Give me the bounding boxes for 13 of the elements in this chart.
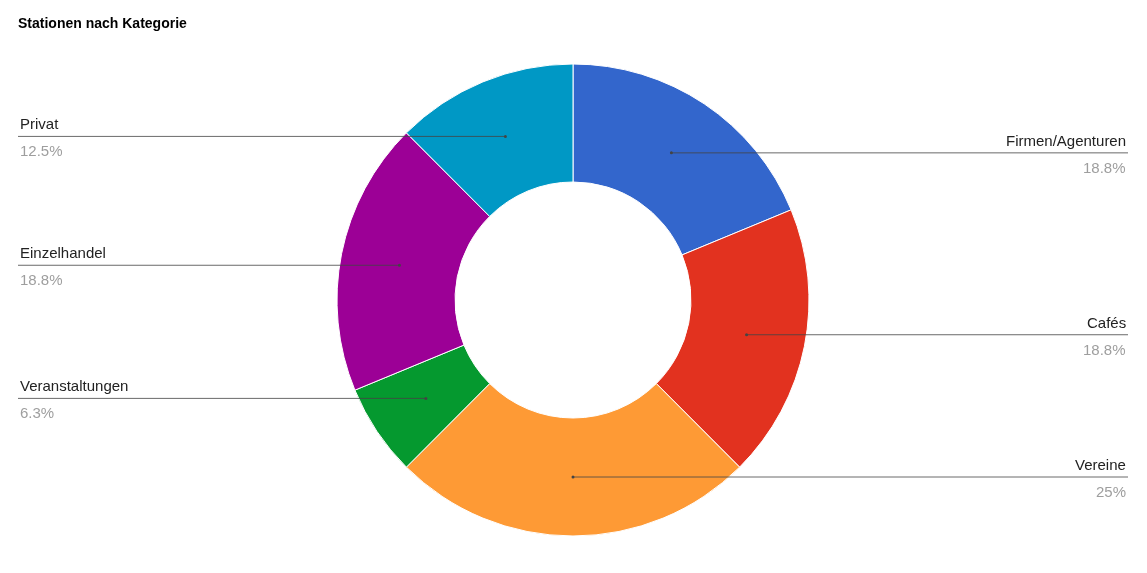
data-label: 18.8% (20, 271, 63, 288)
slice-label: Vereine (1075, 456, 1126, 473)
slice-label: Veranstaltungen (20, 377, 129, 394)
chart-title: Stationen nach Kategorie (18, 14, 188, 31)
slice-label: Privat (20, 115, 60, 132)
data-label: 25% (1096, 483, 1127, 500)
slice-label: Einzelhandel (20, 244, 106, 261)
data-label: 6.3% (20, 404, 55, 421)
slice-label: Cafés (1087, 314, 1127, 331)
data-label: 18.8% (1083, 341, 1126, 358)
slice-label: Firmen/Agenturen (1006, 132, 1127, 149)
data-label: 18.8% (1083, 159, 1126, 176)
data-label: 12.5% (20, 142, 63, 159)
